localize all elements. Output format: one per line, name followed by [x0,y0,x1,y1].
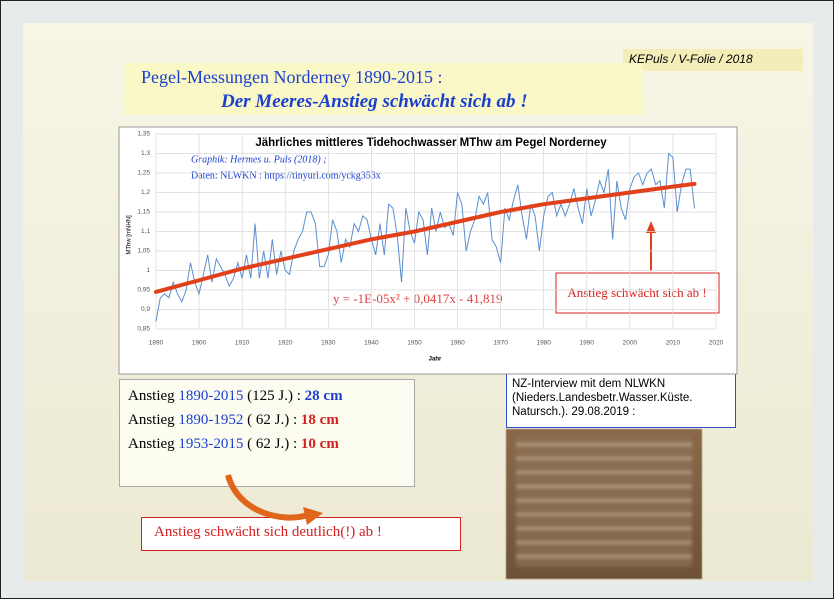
equation: y = -1E-05x² + 0,0417x - 41,819 [333,291,503,306]
x-tick-label: 1980 [536,340,551,347]
summary-part: 1890-1952 [178,412,244,428]
x-tick-label: 2020 [709,340,724,347]
y-tick-label: 0,85 [137,326,150,333]
y-tick-label: 0,9 [141,306,150,313]
chart: Jährliches mittleres Tidehochwasser MThw… [118,126,738,525]
x-tick-label: 1960 [450,340,465,347]
title-box [123,63,643,115]
x-tick-label: 2000 [623,340,638,347]
y-tick-label: 1,2 [141,189,150,196]
y-tick-label: 1,25 [137,170,150,177]
summary-line: Anstieg 1890-2015 (125 J.) : 28 cm [128,384,406,408]
summary-part: Anstieg [128,388,179,404]
credit-box: KEPuls / V-Folie / 2018 [623,49,803,71]
newspaper-clip [506,429,702,579]
x-tick-label: 1930 [321,340,336,347]
arrow-head [303,507,323,525]
x-tick-label: 1920 [278,340,293,347]
summary-part: (125 J.) : [243,388,305,404]
y-tick-label: 1,35 [137,131,150,138]
summary-part: ( 62 J.) : [243,412,301,428]
x-tick-label: 1950 [407,340,422,347]
slide: KEPuls / V-Folie / 2018 Pegel-Messungen … [23,23,813,581]
arrow [225,474,309,521]
blurred-text [516,437,692,567]
x-tick-label: 1940 [364,340,379,347]
y-tick-label: 1 [146,267,150,274]
callout: Anstieg schwächt sich ab ! [567,285,706,300]
summary-part: 1953-2015 [178,436,244,452]
summary-part: ( 62 J.) : [243,436,301,452]
line [155,152,695,322]
x-tick-label: 1900 [192,340,207,347]
interview-line: NZ-Interview mit dem NLWKN [512,378,666,390]
summary-part: 1890-2015 [178,388,244,404]
slide-title: Pegel-Messungen Norderney 1890-2015 : [141,67,443,87]
interview-line: Natursch.). 29.08.2019 : [512,406,636,418]
line [154,181,697,294]
summary-box: Anstieg 1890-2015 (125 J.) : 28 cm Anstie… [119,379,415,487]
chart-title: Jährliches mittleres Tidehochwasser MThw… [255,137,607,149]
summary-line: Anstieg 1890-1952 ( 62 J.) : 18 cm [128,408,406,432]
x-tick-label: 1910 [235,340,250,347]
x-tick-label: 1890 [149,340,164,347]
y-tick-label: 1,3 [141,150,150,157]
x-axis-label: Jahr [429,357,442,363]
y-tick-label: 1,15 [137,209,150,216]
interview-box: NZ-Interview mit dem NLWKN (Nieders.Lande… [506,373,736,428]
x-tick-label: 1990 [580,340,595,347]
summary-line: Anstieg 1953-2015 ( 62 J.) : 10 cm [128,432,406,456]
callout-box [555,272,720,314]
summary-part: 18 cm [300,412,339,428]
annotation: Graphik: Hermes u. Puls (2018) ; [191,154,327,165]
y-tick-label: 1,05 [137,248,150,255]
interview-line: (Nieders.Landesbetr.Wasser.Küste. [512,392,693,404]
conclusion-box: Anstieg schwächt sich deutlich(!) ab ! [141,517,461,551]
x-tick-label: 2010 [666,340,681,347]
summary-part: Anstieg [128,436,179,452]
conclusion: Anstieg schwächt sich deutlich(!) ab ! [154,524,382,540]
pointer-head [646,221,656,233]
slide-subtitle: Der Meeres-Anstieg schwächt sich ab ! [221,91,528,112]
summary-part: 10 cm [300,436,339,452]
y-tick-label: 0,95 [137,287,150,294]
y-axis-label: MThw [mNHN] [127,215,133,255]
credit: KEPuls / V-Folie / 2018 [629,52,753,66]
summary-part: Anstieg [128,412,179,428]
x-tick-label: 1970 [493,340,508,347]
y-tick-label: 1,1 [141,228,150,235]
annotation: Daten: NLWKN : https://tinyurl.com/yckg3… [191,170,381,181]
summary-part: 28 cm [304,388,343,404]
